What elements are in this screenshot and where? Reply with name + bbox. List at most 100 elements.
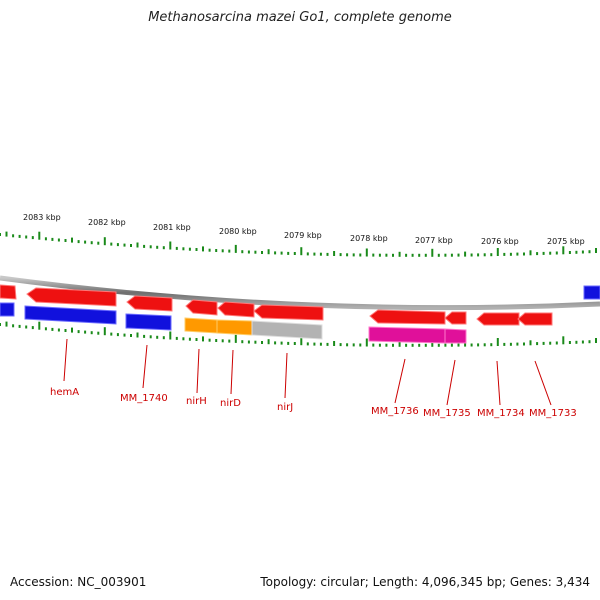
- ruler-tick: [97, 331, 100, 335]
- ruler-tick: [254, 250, 257, 254]
- ruler-tick: [306, 252, 309, 256]
- ruler-tick: [221, 339, 224, 343]
- ruler-tick: [300, 337, 303, 346]
- ruler-tick: [378, 343, 381, 347]
- ruler-tick: [595, 248, 597, 253]
- gene-arrow[interactable]: [217, 301, 255, 318]
- ruler-tick: [542, 251, 545, 255]
- feature-boxes: [0, 285, 600, 344]
- gene-label[interactable]: MM_1736: [371, 406, 419, 417]
- ruler-tick: [536, 252, 539, 256]
- ruler-tick: [575, 340, 578, 344]
- gene-arrow[interactable]: [476, 312, 520, 326]
- ruler-tick: [398, 341, 401, 347]
- gene-label[interactable]: MM_1740: [120, 393, 168, 404]
- ruler-tick: [588, 340, 591, 344]
- feature-box-magenta[interactable]: [444, 328, 467, 344]
- ruler-tick: [523, 252, 525, 256]
- gene-arrow[interactable]: [0, 284, 17, 300]
- ruler-tick: [90, 241, 93, 245]
- gene-label[interactable]: nirD: [220, 398, 241, 409]
- ruler-tick: [188, 247, 191, 251]
- ruler-tick: [25, 235, 28, 239]
- ruler-tick: [77, 240, 80, 244]
- ruler-tick: [188, 337, 191, 341]
- gene-arrow[interactable]: [517, 312, 553, 326]
- ruler-tick: [280, 341, 283, 345]
- ruler-tick: [313, 342, 316, 346]
- ruler-tick: [123, 243, 126, 247]
- ruler-tick: [84, 330, 87, 334]
- gene-leader-lines: [63, 338, 552, 406]
- gene-arrow[interactable]: [369, 309, 446, 325]
- ruler-tick: [38, 321, 41, 330]
- ruler-tick: [130, 244, 132, 247]
- gene-label[interactable]: hemA: [50, 387, 79, 398]
- ruler-tick: [581, 250, 584, 254]
- ruler-tick: [385, 343, 388, 347]
- ruler-tick: [555, 341, 558, 345]
- ruler-tick: [496, 248, 499, 256]
- ruler-tick: [503, 252, 506, 256]
- ruler-tick: [234, 244, 237, 253]
- ruler-tick: [169, 331, 172, 340]
- gene-label[interactable]: MM_1735: [423, 408, 471, 419]
- gene-arrow[interactable]: [253, 304, 324, 321]
- ruler-tick: [261, 251, 263, 254]
- ruler-tick: [444, 343, 447, 347]
- ruler-tick: [221, 249, 224, 253]
- ruler-tick: [136, 332, 139, 338]
- gene-label[interactable]: MM_1733: [529, 408, 577, 419]
- ruler-tick: [202, 246, 204, 252]
- gene-arrow[interactable]: [126, 295, 173, 312]
- gene-label[interactable]: nirH: [186, 396, 207, 407]
- ruler-tick: [162, 246, 165, 250]
- ruler-tick: [464, 251, 467, 257]
- ruler-tick: [234, 334, 237, 343]
- feature-box-blue[interactable]: [125, 313, 172, 331]
- gene-arrow[interactable]: [26, 287, 117, 307]
- ruler-tick: [293, 342, 296, 345]
- feature-box-blue[interactable]: [24, 305, 117, 325]
- feature-box-magenta[interactable]: [368, 326, 446, 344]
- ruler-tick: [175, 336, 178, 340]
- gene-label[interactable]: MM_1734: [477, 408, 525, 419]
- ruler-tick: [313, 252, 316, 256]
- ruler-tick: [182, 337, 185, 341]
- ruler-tick: [44, 327, 47, 331]
- ruler-tick: [116, 333, 119, 337]
- gene-arrow[interactable]: [444, 311, 467, 325]
- ruler-tick: [195, 338, 198, 341]
- feature-box-blue[interactable]: [0, 302, 15, 317]
- ruler-tick: [247, 250, 250, 254]
- ruler-tick: [333, 341, 336, 346]
- forward-strand-genes: [0, 284, 553, 326]
- ruler-tick: [595, 338, 597, 343]
- ruler-tick: [241, 250, 244, 254]
- feature-box-orange[interactable]: [216, 319, 253, 336]
- feature-box-blue[interactable]: [583, 285, 600, 300]
- ruler-tick: [359, 343, 362, 347]
- ruler-tick: [509, 342, 512, 346]
- ruler-tick: [247, 340, 250, 344]
- gene-arrow[interactable]: [185, 299, 218, 316]
- ruler-tick: [339, 343, 342, 347]
- ruler-tick: [418, 253, 421, 257]
- ruler-tick: [110, 242, 113, 246]
- ruler-tick: [392, 343, 394, 347]
- ruler-tick: [568, 341, 571, 344]
- ruler-tick: [57, 238, 60, 242]
- leader-line: [142, 344, 148, 389]
- leader-line: [196, 348, 200, 394]
- feature-box-gray[interactable]: [251, 320, 323, 340]
- ruler-tick: [536, 342, 539, 346]
- genome-summary-text: Topology: circular; Length: 4,096,345 bp…: [260, 575, 590, 589]
- ruler-tick: [549, 251, 552, 255]
- gene-label[interactable]: nirJ: [277, 402, 293, 413]
- kbp-tick-label: 2077 kbp: [415, 236, 453, 245]
- feature-box-orange[interactable]: [184, 317, 218, 334]
- ruler-tick: [365, 338, 368, 347]
- upper-tick-ruler: [0, 231, 597, 257]
